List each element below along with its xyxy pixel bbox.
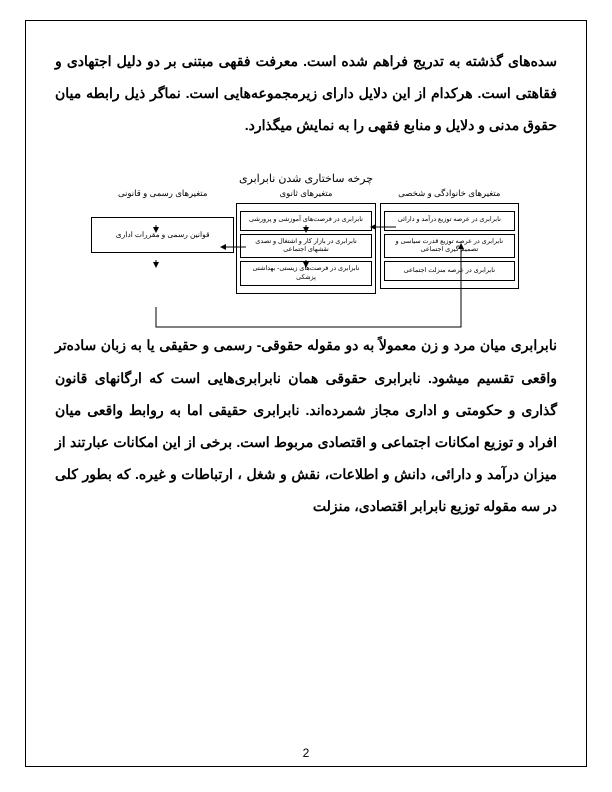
- col-family-group: نابرابری در عرصه توزیع درآمد و دارائی نا…: [380, 203, 519, 290]
- box-education: نابرابری در فرصت‌های آموزشی و پرورشی: [240, 211, 371, 231]
- col-secondary: متغیر‌های ثانوی نابرابری در فرصت‌های آمو…: [234, 188, 377, 295]
- inequality-diagram: چرخه ساختاری شدن نابرابری متغیرهای خانوا…: [91, 172, 521, 295]
- box-status: نابرابری در عرصه منزلت اجتماعی: [384, 261, 515, 281]
- col-secondary-group: نابرابری در فرصت‌های آموزشی و پرورشی ناب…: [236, 203, 375, 295]
- box-laws: قوانین رسمی و مقررات اداری: [91, 217, 234, 253]
- box-health: نابرابری در فرصت‌های زیستی- بهداشتی پزشک…: [240, 261, 371, 286]
- page-content: سده‌های گذشته به تدریج فراهم شده است. مع…: [55, 45, 557, 522]
- col-family: متغیرهای خانوادگی و شخصی نابرابری در عرص…: [378, 188, 521, 295]
- paragraph-1: سده‌های گذشته به تدریج فراهم شده است. مع…: [55, 45, 557, 142]
- diagram-title: چرخه ساختاری شدن نابرابری: [91, 172, 521, 185]
- paragraph-2: نابرابری میان مرد و زن معمولاً به دو مقو…: [55, 329, 557, 522]
- col-secondary-label: متغیر‌های ثانوی: [234, 188, 377, 199]
- col-family-label: متغیرهای خانوادگی و شخصی: [378, 188, 521, 199]
- box-power: نابرابری در عرصه توزیع قدرت سیاسی و تصمی…: [384, 234, 515, 259]
- col-legal: متغیرهای رسمی و قانونی قوانین رسمی و مقر…: [91, 188, 234, 295]
- diagram-columns: متغیرهای خانوادگی و شخصی نابرابری در عرص…: [91, 188, 521, 295]
- col-legal-label: متغیرهای رسمی و قانونی: [91, 188, 234, 199]
- box-income: نابرابری در عرصه توزیع درآمد و دارائی: [384, 211, 515, 231]
- box-labor: نابرابری در بازار کار و اشتغال و تصدی نق…: [240, 234, 371, 259]
- page-number: 2: [0, 746, 612, 760]
